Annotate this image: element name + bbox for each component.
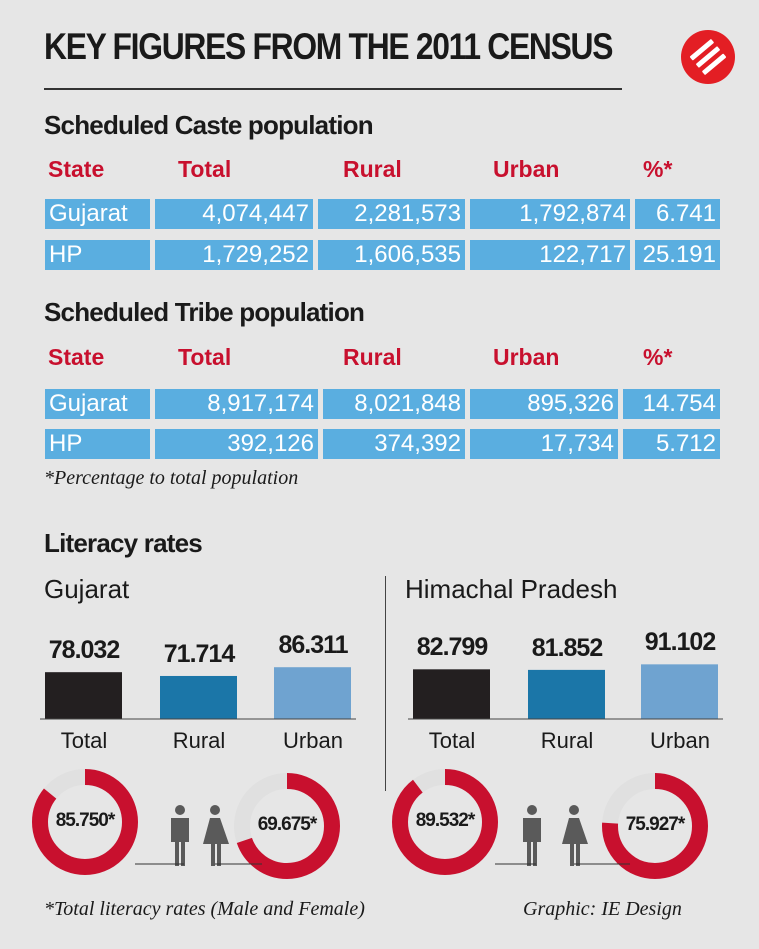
donut-value-arc [32, 769, 138, 875]
table-cell: 5.712 [623, 429, 720, 459]
bar-category-label: Total [60, 728, 108, 753]
bar-value-label: 78.032 [48, 636, 120, 665]
table-cell: 1,606,535 [318, 240, 465, 270]
table-cell: 25.191 [635, 240, 720, 270]
bar-urban [274, 667, 351, 719]
column-header: %* [643, 344, 673, 370]
column-header: %* [643, 156, 673, 182]
column-header: Urban [493, 344, 560, 370]
page-title: KEY FIGURES FROM THE 2011 CENSUS [44, 26, 613, 67]
table-cell: HP [45, 240, 150, 270]
male-icon [523, 818, 541, 866]
hp-subheading: Himachal Pradesh [405, 574, 618, 604]
bar-total [413, 669, 490, 719]
bar-category-label: Rural [172, 728, 226, 753]
bar-value-label: 81.852 [531, 633, 603, 662]
table-cell: 2,281,573 [318, 199, 465, 229]
bar-value-label: 91.102 [644, 628, 716, 657]
table-cell: 122,717 [470, 240, 630, 270]
table-cell: 17,734 [470, 429, 618, 459]
gujarat-subheading: Gujarat [44, 574, 130, 604]
literacy-heading: Literacy rates [44, 528, 203, 558]
bar-category-label: Rural [540, 728, 594, 753]
table-cell: 8,917,174 [155, 389, 318, 419]
column-header: Rural [343, 344, 402, 370]
bar-total [45, 672, 122, 719]
female-icon-head [210, 805, 220, 815]
donut-value-arc [392, 769, 498, 875]
column-header: Total [178, 344, 232, 370]
female-icon [203, 818, 229, 866]
table-cell: 374,392 [323, 429, 465, 459]
bar-value-label: 82.799 [416, 633, 488, 662]
donut-value-label: 85.750* [55, 810, 116, 831]
table-cell: 14.754 [623, 389, 720, 419]
donut-value-label: 75.927* [625, 814, 686, 835]
table-cell: 4,074,447 [155, 199, 313, 229]
table-cell: 1,729,252 [155, 240, 313, 270]
table-cell: Gujarat [45, 199, 150, 229]
indian-express-logo [681, 30, 735, 84]
bar-rural [160, 675, 237, 719]
column-header: State [48, 156, 105, 182]
graphic-credit: Graphic: IE Design [523, 898, 682, 920]
donut-value-arc [234, 773, 340, 879]
literacy-footnote: *Total literacy rates (Male and Female) [44, 898, 365, 920]
donut-value-arc [602, 773, 708, 879]
table-cell: Gujarat [45, 389, 150, 419]
female-icon-head [569, 805, 579, 815]
sc-heading: Scheduled Caste population [44, 110, 374, 140]
male-icon-head [527, 805, 537, 815]
bar-value-label: 86.311 [278, 631, 348, 660]
table-cell: 895,326 [470, 389, 618, 419]
female-icon [562, 818, 588, 866]
column-header: Rural [343, 156, 402, 182]
male-icon [171, 818, 189, 866]
column-header: Urban [493, 156, 560, 182]
table-cell: 8,021,848 [323, 389, 465, 419]
bar-category-label: Urban [283, 728, 343, 753]
male-icon-head [175, 805, 185, 815]
st-heading: Scheduled Tribe population [44, 297, 365, 327]
title-divider [44, 88, 622, 90]
table-cell: 392,126 [155, 429, 318, 459]
donut-value-label: 89.532* [415, 810, 476, 831]
bar-category-label: Urban [650, 728, 710, 753]
bar-value-label: 71.714 [163, 639, 235, 668]
bar-rural [528, 669, 605, 719]
column-header: Total [178, 156, 232, 182]
table-cell: HP [45, 429, 150, 459]
table-cell: 1,792,874 [470, 199, 630, 229]
table-cell: 6.741 [635, 199, 720, 229]
bar-urban [641, 664, 718, 719]
donut-value-label: 69.675* [257, 814, 318, 835]
bar-category-label: Total [428, 728, 476, 753]
percentage-footnote: *Percentage to total population [44, 467, 299, 489]
column-header: State [48, 344, 105, 370]
section-divider [385, 576, 386, 791]
